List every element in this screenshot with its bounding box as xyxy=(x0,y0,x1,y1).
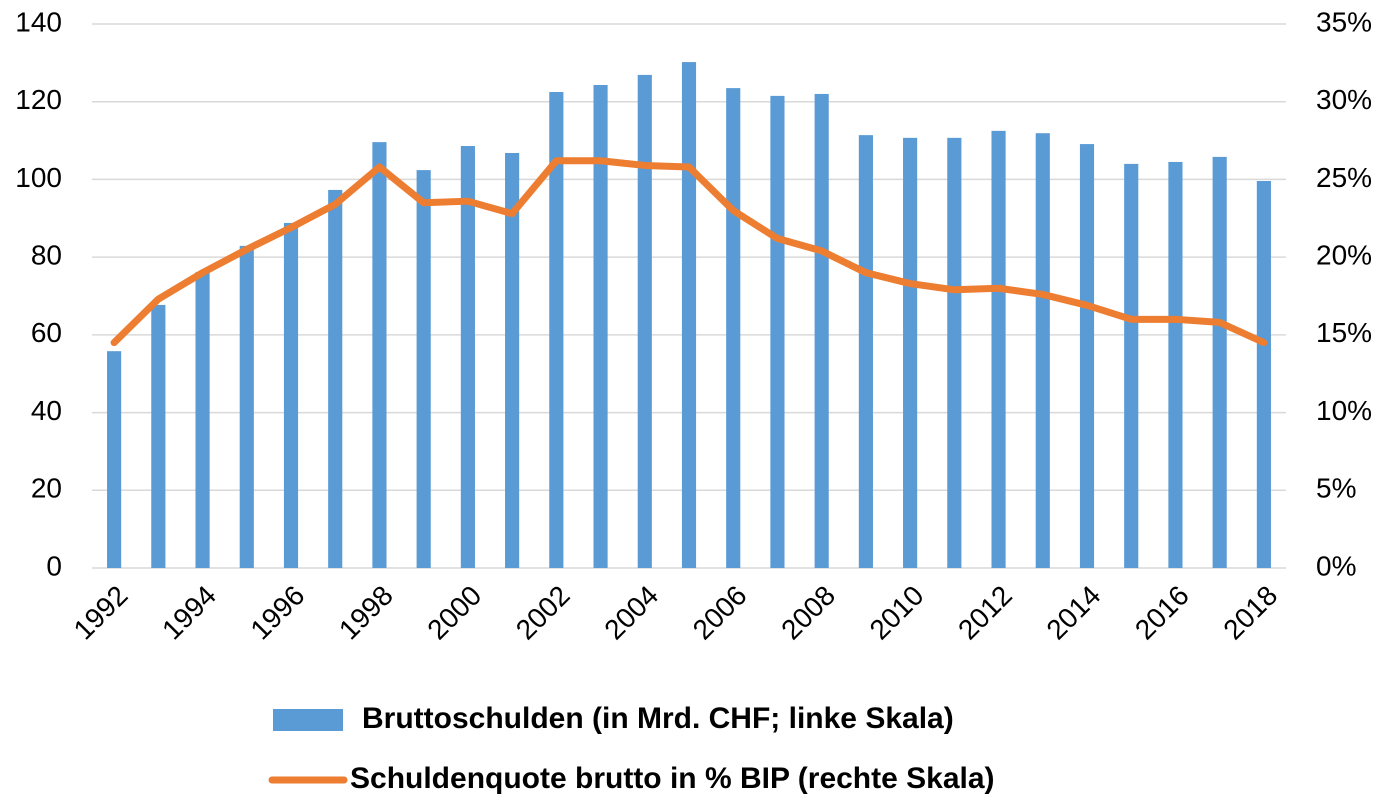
bar xyxy=(991,130,1006,568)
x-tick-label: 2012 xyxy=(952,580,1018,646)
bar xyxy=(1035,133,1050,568)
bar xyxy=(903,137,918,568)
x-tick-label: 1998 xyxy=(333,580,399,646)
bar xyxy=(283,222,299,568)
x-tick-label: 2016 xyxy=(1129,580,1195,646)
x-tick-label: 2014 xyxy=(1040,580,1106,646)
bar xyxy=(1124,163,1139,568)
x-tick-label: 2010 xyxy=(864,580,930,646)
y2-tick-label: 25% xyxy=(1316,162,1372,193)
y-tick-label: 120 xyxy=(15,84,62,115)
x-tick-label: 2006 xyxy=(687,580,753,646)
y2-tick-label: 30% xyxy=(1316,84,1372,115)
x-tick-label: 2000 xyxy=(421,580,487,646)
y-tick-label: 0 xyxy=(46,550,62,581)
y2-tick-label: 5% xyxy=(1316,473,1356,504)
bar xyxy=(814,93,829,568)
bar xyxy=(681,62,697,568)
legend-label: Bruttoschulden (in Mrd. CHF; linke Skala… xyxy=(362,702,954,735)
bar xyxy=(460,146,475,569)
x-tick-label: 2002 xyxy=(510,580,576,646)
y2-tick-label: 35% xyxy=(1316,6,1372,37)
bar xyxy=(1212,156,1227,569)
x-tick-label: 1994 xyxy=(156,580,222,646)
bar xyxy=(372,142,387,568)
bar xyxy=(1168,161,1183,568)
bar xyxy=(151,304,166,568)
x-tick-label: 2008 xyxy=(775,580,841,646)
y2-tick-label: 15% xyxy=(1316,317,1372,348)
legend-swatch xyxy=(273,709,343,731)
bar xyxy=(328,189,343,569)
x-tick-label: 1992 xyxy=(68,580,134,646)
bar xyxy=(107,351,122,568)
x-tick-label: 1996 xyxy=(244,580,310,646)
bar xyxy=(637,74,652,568)
bar xyxy=(1256,180,1271,569)
y-tick-label: 20 xyxy=(31,473,62,504)
bar xyxy=(1079,144,1095,568)
bar xyxy=(239,245,254,569)
x-tick-label: 2018 xyxy=(1217,580,1283,646)
y-tick-label: 60 xyxy=(31,317,62,348)
y-tick-label: 40 xyxy=(31,395,62,426)
bar xyxy=(947,137,962,568)
bar xyxy=(593,85,608,569)
bar xyxy=(505,153,520,568)
bar xyxy=(195,271,210,568)
x-tick-label: 2004 xyxy=(598,580,664,646)
y2-tick-label: 20% xyxy=(1316,240,1372,271)
y-tick-label: 100 xyxy=(15,162,62,193)
bar xyxy=(770,95,785,568)
y2-tick-label: 10% xyxy=(1316,395,1372,426)
line xyxy=(110,157,1268,347)
y-tick-label: 80 xyxy=(31,240,62,271)
y2-tick-label: 0% xyxy=(1316,550,1356,581)
bar xyxy=(726,88,741,568)
bar xyxy=(416,170,431,569)
bar xyxy=(549,92,564,568)
legend-label: Schuldenquote brutto in % BIP (rechte Sk… xyxy=(350,762,995,795)
y-tick-label: 140 xyxy=(15,6,62,37)
bar xyxy=(858,135,873,569)
